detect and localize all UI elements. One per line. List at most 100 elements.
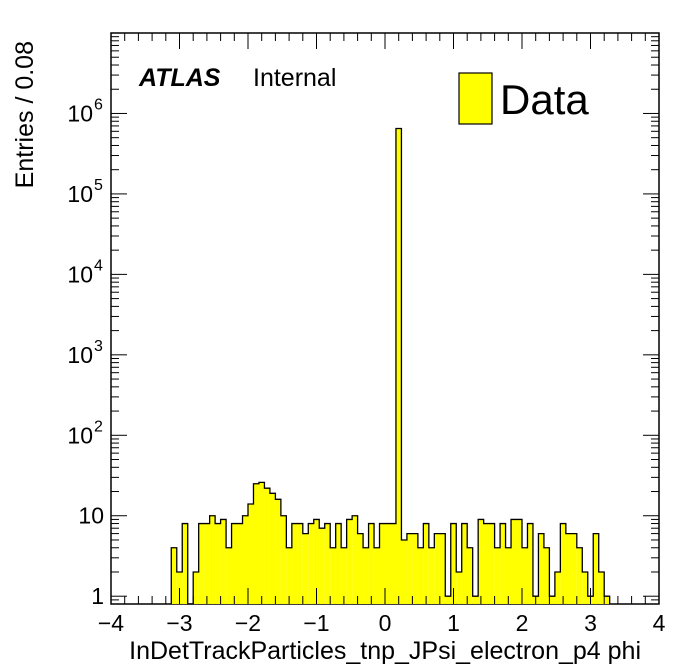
histogram-bin: [275, 499, 281, 604]
histogram-bin: [604, 596, 610, 604]
histogram-bin: [538, 533, 544, 604]
histogram-bin: [215, 523, 221, 604]
histogram-bin: [385, 523, 391, 604]
histogram-bin: [330, 547, 336, 604]
histogram-bin: [176, 571, 183, 604]
histogram-bin: [461, 523, 468, 604]
x-tick-label: 1: [447, 610, 460, 636]
histogram-bin: [341, 547, 347, 604]
histogram-bin: [505, 547, 512, 604]
x-tick-label: 4: [653, 610, 666, 636]
histogram-bin: [472, 596, 479, 604]
histogram-bin: [237, 523, 243, 604]
y-axis-label: Entries / 0.08: [11, 41, 39, 188]
histogram-bin: [593, 533, 599, 604]
histogram-bin: [483, 523, 490, 604]
histogram-bin: [576, 547, 583, 604]
histogram-bin: [549, 596, 555, 604]
histogram-bin: [269, 493, 276, 604]
x-tick-label: 3: [584, 610, 597, 636]
legend-label-data: Data: [500, 76, 589, 123]
histogram-bin: [582, 571, 588, 604]
histogram-bin: [286, 547, 292, 604]
histogram-bars: [171, 128, 610, 605]
histogram-bin: [248, 503, 254, 604]
x-tick-label: 0: [379, 610, 392, 636]
histogram-bin: [489, 523, 495, 604]
histogram-bin: [313, 519, 320, 604]
histogram-bin: [494, 547, 501, 604]
histogram-bin: [171, 547, 177, 604]
histogram-bin: [406, 533, 413, 604]
atlas-sublabel: Internal: [253, 64, 336, 92]
histogram-bin: [346, 519, 353, 604]
histogram-bin: [560, 523, 566, 604]
histogram-bin: [554, 571, 561, 604]
legend-swatch-data: [458, 72, 493, 125]
histogram-bin: [467, 547, 473, 604]
histogram-bin: [450, 523, 457, 604]
histogram-bin: [291, 523, 298, 604]
histogram-bin: [428, 547, 435, 604]
histogram-bin: [527, 523, 533, 604]
histogram-bin: [319, 528, 325, 604]
x-axis-label: InDetTrackParticles_tnp_JPsi_electron_p4…: [129, 637, 641, 665]
histogram-bin: [511, 519, 517, 604]
y-tick-exponent: 5: [94, 177, 103, 194]
histogram-bin: [434, 533, 440, 604]
histogram-bin: [324, 523, 331, 604]
histogram-bin: [445, 596, 451, 604]
histogram-bin: [478, 519, 484, 604]
histogram-bin: [204, 523, 210, 604]
histogram-bin: [439, 533, 446, 604]
histogram-bin: [209, 515, 216, 604]
histogram-bin: [412, 533, 418, 604]
histogram-bin: [357, 533, 364, 604]
histogram-bin: [352, 515, 358, 604]
histogram-bin: [516, 519, 522, 604]
x-tick-label: −2: [235, 610, 261, 636]
axes: [110, 32, 660, 605]
histogram-bin: [543, 547, 550, 604]
histogram-bin: [280, 515, 287, 604]
y-tick-label: 10: [67, 181, 93, 207]
histogram-bin: [226, 547, 232, 604]
histogram-bin: [423, 523, 429, 604]
histogram-bin: [565, 533, 572, 604]
histogram-bin: [368, 523, 375, 604]
x-tick-label: −1: [303, 610, 329, 636]
histogram-bin: [220, 519, 227, 604]
histogram-bin: [231, 523, 238, 604]
x-tick-label: 2: [516, 610, 529, 636]
histogram-bin: [500, 523, 506, 604]
histogram-bin: [198, 523, 205, 604]
y-tick-label: 1: [91, 583, 104, 609]
histogram-bin: [417, 547, 424, 604]
histogram-bin: [456, 571, 462, 604]
y-tick-exponent: 4: [94, 257, 103, 274]
atlas-label: ATLAS: [138, 64, 221, 92]
histogram-bin: [302, 533, 309, 604]
y-tick-label: 10: [67, 261, 93, 287]
histogram-bin: [193, 571, 199, 604]
histogram-bin: [390, 523, 396, 604]
histogram-bin: [401, 539, 407, 604]
histogram-outline: [170, 127, 611, 605]
histogram-bin: [182, 523, 188, 604]
histogram-bin: [379, 523, 385, 604]
histogram-bin: [297, 523, 303, 604]
histogram-bin: [598, 571, 605, 604]
x-tick-label: −4: [98, 610, 124, 636]
histogram-bin: [264, 488, 270, 604]
histogram-bin: [335, 523, 342, 604]
histogram-bin: [308, 523, 314, 604]
y-tick-label: 10: [78, 503, 104, 529]
histogram-bin: [395, 128, 402, 605]
histogram-bin: [242, 515, 248, 604]
y-tick-label: 10: [67, 100, 93, 126]
histogram-bin: [253, 483, 259, 604]
y-tick-exponent: 2: [94, 418, 103, 435]
y-tick-exponent: 3: [94, 338, 103, 355]
